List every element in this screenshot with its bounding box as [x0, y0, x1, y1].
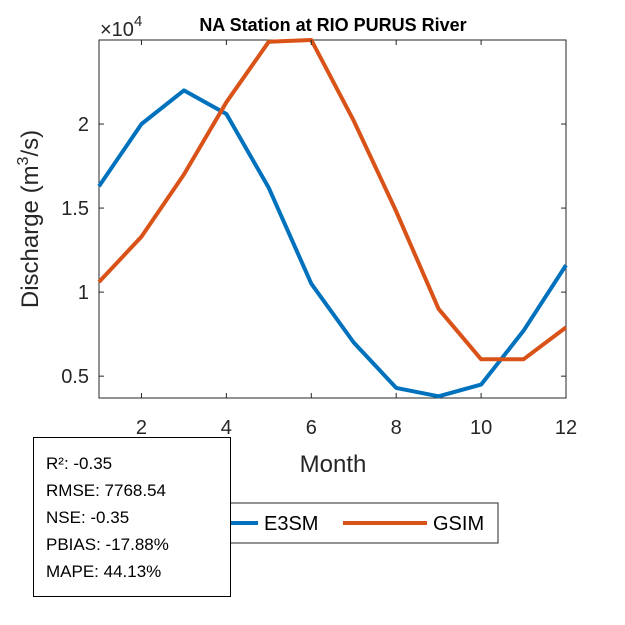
- y-axis-label: Discharge (m3/s): [15, 130, 44, 308]
- y-tick-label: 2: [78, 114, 89, 136]
- y-tick-label: 1.5: [61, 198, 89, 220]
- x-tick-label: 12: [555, 417, 577, 439]
- x-tick-label: 10: [470, 417, 492, 439]
- plot-area: [98, 39, 567, 399]
- series-line-e3sm: [97, 88, 568, 399]
- y-tick-label: 0.5: [61, 366, 89, 388]
- series-group: [97, 38, 568, 399]
- x-tick-label: 6: [306, 417, 317, 439]
- stat-rmse: RMSE: 7768.54: [46, 481, 167, 500]
- legend: E3SM GSIM: [227, 502, 499, 544]
- stat-nse: NSE: -0.35: [46, 508, 130, 527]
- statistics-box: R²: -0.35 RMSE: 7768.54 NSE: -0.35 PBIAS…: [33, 437, 231, 597]
- x-tick-label: 4: [221, 417, 232, 439]
- stat-pbias: PBIAS: -17.88%: [46, 535, 169, 554]
- y-axis: 0.5 1 1.5 2: [61, 114, 566, 388]
- exponent-label: ×104: [100, 13, 142, 41]
- x-tick-label: 2: [136, 417, 147, 439]
- legend-label-e3sm: E3SM: [264, 513, 318, 535]
- y-tick-label: 1: [78, 282, 89, 304]
- x-axis: 2 4 6 8 10 12: [136, 40, 577, 439]
- x-axis-label: Month: [300, 451, 367, 478]
- stat-mape: MAPE: 44.13%: [46, 562, 162, 581]
- legend-label-gsim: GSIM: [433, 513, 484, 535]
- stat-r2: R²: -0.35: [46, 454, 113, 473]
- x-tick-label: 8: [391, 417, 402, 439]
- chart-title: NA Station at RIO PURUS River: [199, 15, 466, 35]
- series-line-gsim: [97, 38, 568, 362]
